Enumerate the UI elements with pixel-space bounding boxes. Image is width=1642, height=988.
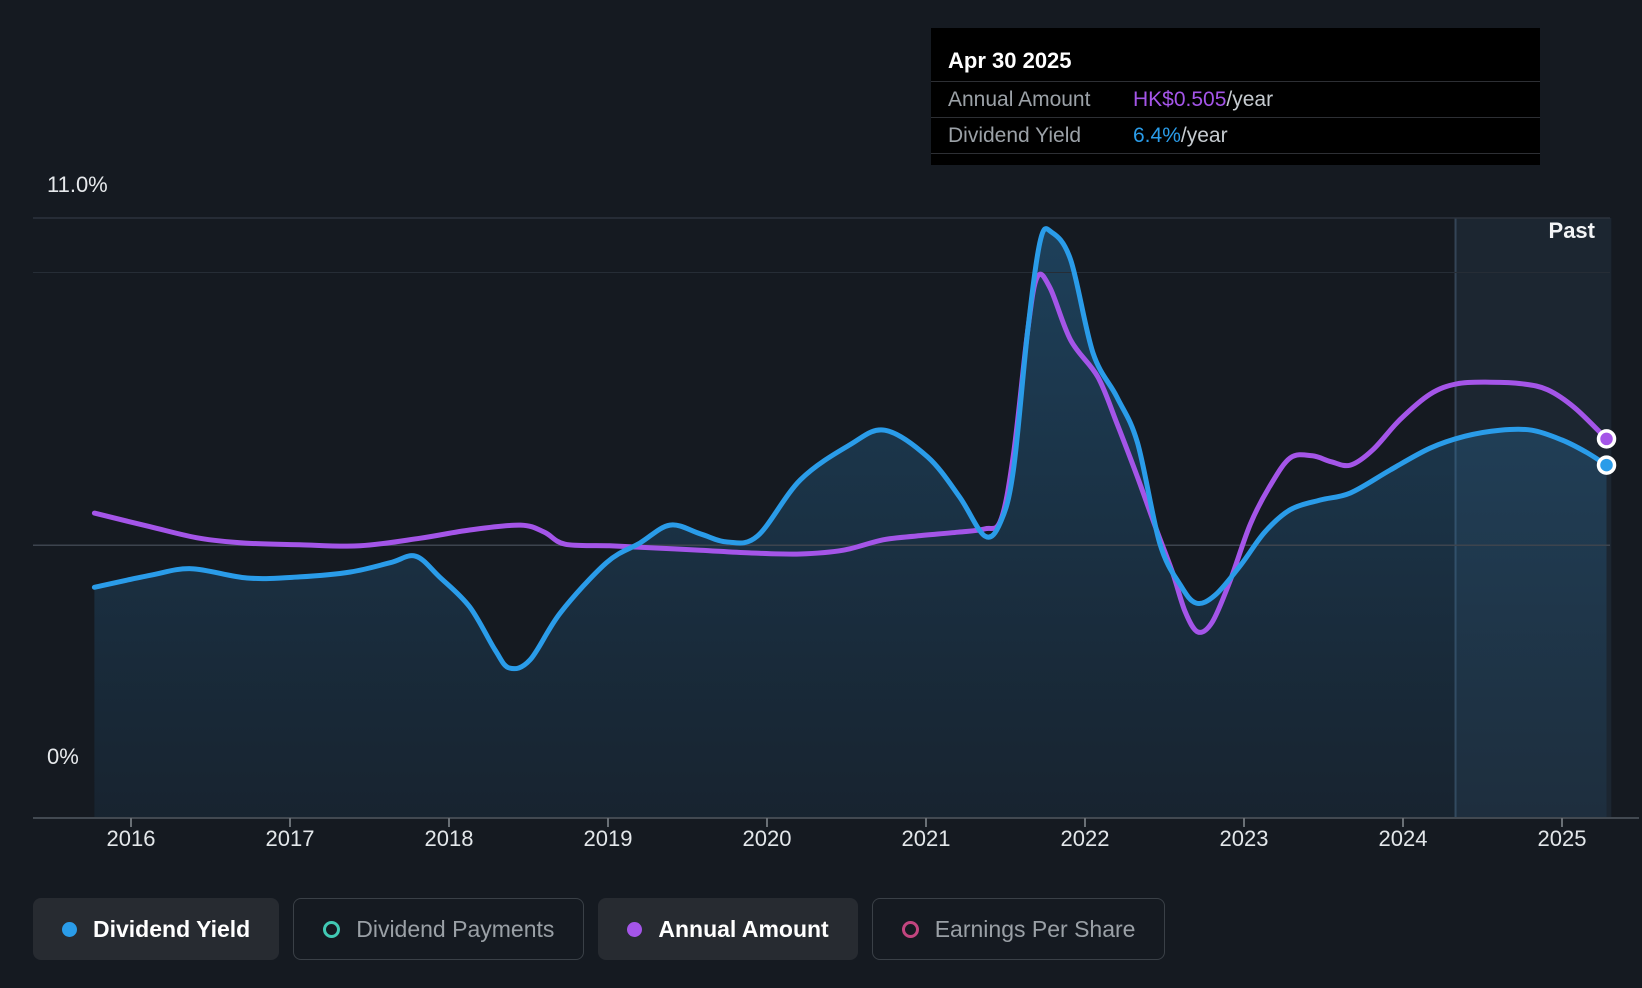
tooltip-date: Apr 30 2025 — [931, 28, 1540, 82]
x-axis-label-2024: 2024 — [1378, 826, 1428, 851]
legend-item-annual-amount[interactable]: Annual Amount — [598, 898, 858, 960]
tooltip-value: HK$0.505 — [1133, 87, 1227, 111]
legend-label: Earnings Per Share — [934, 915, 1136, 942]
x-axis-label-2020: 2020 — [742, 826, 792, 851]
dividend-yield-line — [91, 226, 1609, 672]
tooltip-label: Dividend Yield — [948, 123, 1082, 147]
tooltip-value-suffix: /year — [1226, 87, 1274, 111]
earnings-per-share-ring-icon — [901, 920, 919, 938]
x-axis-label-2022: 2022 — [1060, 826, 1110, 851]
legend-item-dividend-payments[interactable]: Dividend Payments — [293, 898, 585, 960]
past-label: Past — [1548, 218, 1595, 243]
dividend-yield-endpoint-dot — [1596, 455, 1617, 475]
x-axis-label-2023: 2023 — [1219, 826, 1269, 851]
annual-amount-dot-icon — [627, 921, 643, 937]
tooltip-row-dividend-yield: Dividend Yield 6.4%/year — [931, 118, 1540, 154]
tooltip-row-annual-amount: Annual Amount HK$0.505/year — [931, 82, 1540, 118]
x-axis-label-2025: 2025 — [1537, 826, 1587, 851]
x-axis-label-2021: 2021 — [901, 826, 951, 851]
dividend-yield-dot-icon — [62, 921, 77, 937]
dividend-payments-ring-icon — [323, 920, 341, 938]
x-axis-label-2018: 2018 — [424, 826, 474, 851]
legend-label: Dividend Payments — [356, 915, 555, 942]
legend-item-earnings-per-share[interactable]: Earnings Per Share — [871, 898, 1166, 960]
y-axis-label-max: 11.0% — [47, 172, 108, 197]
tooltip-value-suffix: /year — [1180, 123, 1228, 147]
legend-item-dividend-yield[interactable]: Dividend Yield — [33, 898, 280, 960]
chart-tooltip: Apr 30 2025 Annual Amount HK$0.505/year … — [931, 28, 1540, 165]
annual-amount-endpoint-dot — [1596, 429, 1617, 449]
x-axis-label-2019: 2019 — [583, 826, 633, 851]
annual-amount-line — [91, 271, 1609, 635]
legend-label: Dividend Yield — [93, 915, 251, 942]
chart-legend: Dividend Yield Dividend Payments Annual … — [33, 898, 1166, 960]
x-axis-label-2017: 2017 — [265, 826, 315, 851]
tooltip-value: 6.4% — [1133, 123, 1181, 147]
x-axis-label-2016: 2016 — [106, 826, 156, 851]
tooltip-label: Annual Amount — [948, 87, 1091, 111]
y-axis-label-min: 0% — [47, 744, 79, 769]
dividend-yield-area-fill — [94, 228, 1607, 818]
legend-label: Annual Amount — [658, 915, 829, 942]
